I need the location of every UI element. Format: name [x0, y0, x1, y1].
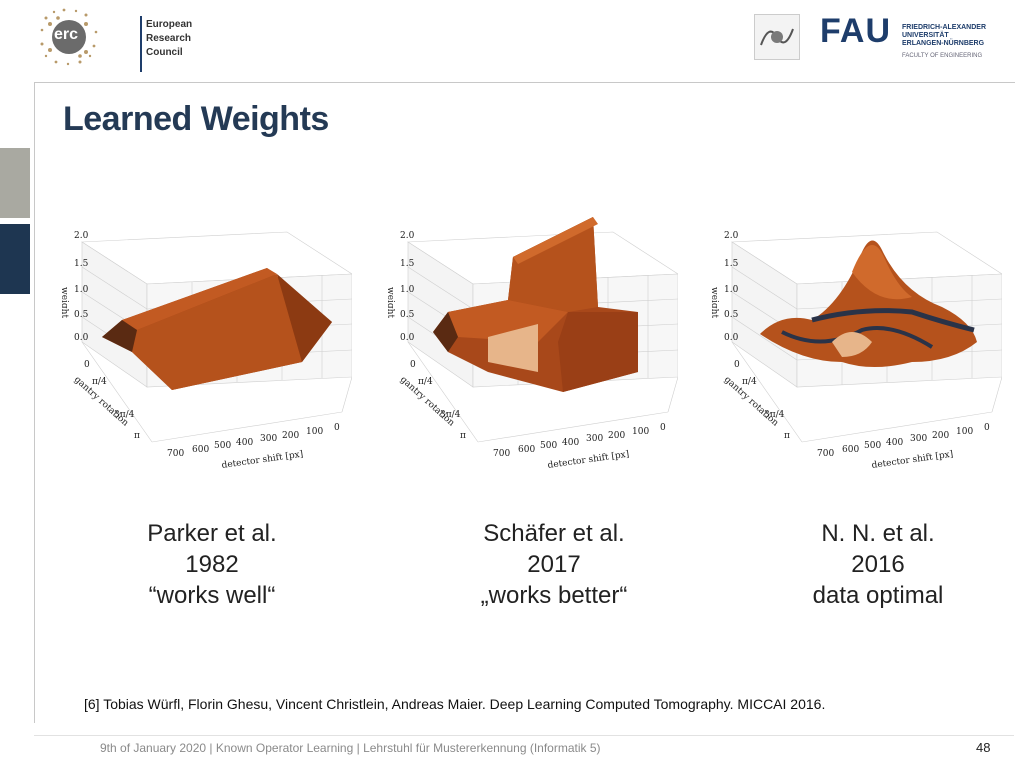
erc-logo-icon	[40, 8, 98, 66]
caption-line: 1982	[185, 551, 239, 578]
reference-citation: [6] Tobias Würfl, Florin Ghesu, Vincent …	[84, 696, 826, 712]
detector-tick: 600	[192, 445, 209, 455]
gantry-tick: π/4	[742, 377, 757, 387]
erc-logo-line: European	[146, 19, 193, 30]
z-tick: 0.0	[400, 333, 415, 343]
gantry-tick: π	[784, 431, 790, 441]
erc-logo-mark: erc	[54, 26, 79, 43]
z-tick: 0.5	[400, 310, 415, 320]
page-number: 48	[976, 740, 991, 755]
z-tick: 1.0	[400, 285, 415, 295]
detector-tick: 100	[306, 427, 323, 437]
z-axis-label: weight	[62, 287, 69, 318]
detector-tick: 300	[586, 434, 603, 444]
detector-axis-label: detector shift [px]	[871, 450, 954, 471]
slide-frame	[34, 82, 1015, 723]
footer-text: 9th of January 2020 | Known Operator Lea…	[100, 741, 601, 755]
erc-logo-line: Council	[146, 47, 183, 58]
caption-line: “works well“	[148, 582, 276, 609]
gantry-tick: π	[134, 431, 140, 441]
fau-logo-line: ERLANGEN-NÜRNBERG	[902, 40, 985, 47]
footer-divider	[34, 735, 1014, 736]
z-tick: 2.0	[400, 231, 415, 241]
z-tick: 0.0	[74, 333, 89, 343]
caption-line: data optimal	[812, 582, 944, 609]
erc-logo: erc European Research Council	[36, 6, 192, 72]
detector-tick: 300	[910, 434, 927, 444]
gantry-tick: 3π/4	[440, 410, 461, 420]
z-tick: 0.5	[74, 310, 89, 320]
gantry-tick: π/4	[92, 377, 107, 387]
z-tick: 2.0	[724, 231, 739, 241]
lab-logo	[754, 14, 800, 60]
z-tick: 1.5	[400, 259, 415, 269]
z-tick: 0.5	[724, 310, 739, 320]
caption-schafer: Schäfer et al. 2017 „works better“	[404, 518, 704, 611]
detector-tick: 200	[932, 431, 949, 441]
detector-tick: 300	[260, 434, 277, 444]
side-tab-lower	[0, 224, 30, 294]
detector-tick: 500	[540, 441, 557, 451]
detector-tick: 0	[334, 423, 340, 433]
z-tick: 0.0	[724, 333, 739, 343]
caption-line: „works better“	[480, 582, 628, 609]
caption-line: 2016	[851, 551, 905, 578]
gantry-tick: π	[460, 431, 466, 441]
detector-axis-label: detector shift [px]	[221, 450, 304, 471]
fau-logo: FAU FRIEDRICH-ALEXANDER UNIVERSITÄT ERLA…	[820, 12, 1000, 62]
gantry-tick: 3π/4	[114, 410, 135, 420]
detector-tick: 400	[562, 438, 579, 448]
fau-logo-mark: FAU	[820, 12, 891, 50]
caption-line: Schäfer et al.	[483, 520, 625, 547]
detector-tick: 600	[518, 445, 535, 455]
fau-logo-line: FRIEDRICH-ALEXANDER	[902, 24, 986, 31]
z-axis-label: weight	[388, 287, 395, 318]
detector-tick: 0	[660, 423, 666, 433]
detector-tick: 400	[236, 438, 253, 448]
surface-plot-parker: 2.0 1.5 1.0 0.5 0.0 weight 0 π/4 3π/4 π …	[59, 212, 353, 477]
detector-tick: 700	[817, 449, 834, 459]
erc-logo-line: Research	[146, 33, 192, 44]
caption-line: Parker et al.	[147, 520, 277, 547]
detector-tick: 600	[842, 445, 859, 455]
detector-tick: 700	[493, 449, 510, 459]
slide-title: Learned Weights	[63, 100, 329, 138]
detector-tick: 100	[956, 427, 973, 437]
fau-faculty: FACULTY OF ENGINEERING	[902, 53, 983, 59]
detector-tick: 200	[608, 431, 625, 441]
detector-tick: 100	[632, 427, 649, 437]
gantry-tick: 3π/4	[764, 410, 785, 420]
fau-logo-line: UNIVERSITÄT	[902, 32, 949, 39]
surface-plot-schafer: 2.0 1.5 1.0 0.5 0.0 weight 0 π/4 3π/4 π …	[385, 212, 679, 477]
z-tick: 2.0	[74, 231, 89, 241]
gantry-tick: 0	[410, 360, 416, 370]
gantry-tick: 0	[84, 360, 90, 370]
z-tick: 1.5	[74, 259, 89, 269]
detector-axis-label: detector shift [px]	[547, 450, 630, 471]
detector-tick: 400	[886, 438, 903, 448]
detector-tick: 200	[282, 431, 299, 441]
z-tick: 1.0	[724, 285, 739, 295]
detector-tick: 700	[167, 449, 184, 459]
detector-tick: 500	[864, 441, 881, 451]
detector-tick: 0	[984, 423, 990, 433]
caption-line: N. N. et al.	[821, 520, 935, 547]
z-tick: 1.0	[74, 285, 89, 295]
gantry-tick: π/4	[418, 377, 433, 387]
caption-nn: N. N. et al. 2016 data optimal	[728, 518, 1024, 611]
gantry-tick: 0	[734, 360, 740, 370]
caption-parker: Parker et al. 1982 “works well“	[62, 518, 362, 611]
side-tab-upper	[0, 148, 30, 218]
caption-line: 2017	[527, 551, 581, 578]
lab-logo-icon	[760, 28, 794, 46]
detector-tick: 500	[214, 441, 231, 451]
surface-plot-nn: 2.0 1.5 1.0 0.5 0.0 weight 0 π/4 3π/4 π …	[709, 212, 1003, 477]
z-tick: 1.5	[724, 259, 739, 269]
z-axis-label: weight	[712, 287, 719, 318]
